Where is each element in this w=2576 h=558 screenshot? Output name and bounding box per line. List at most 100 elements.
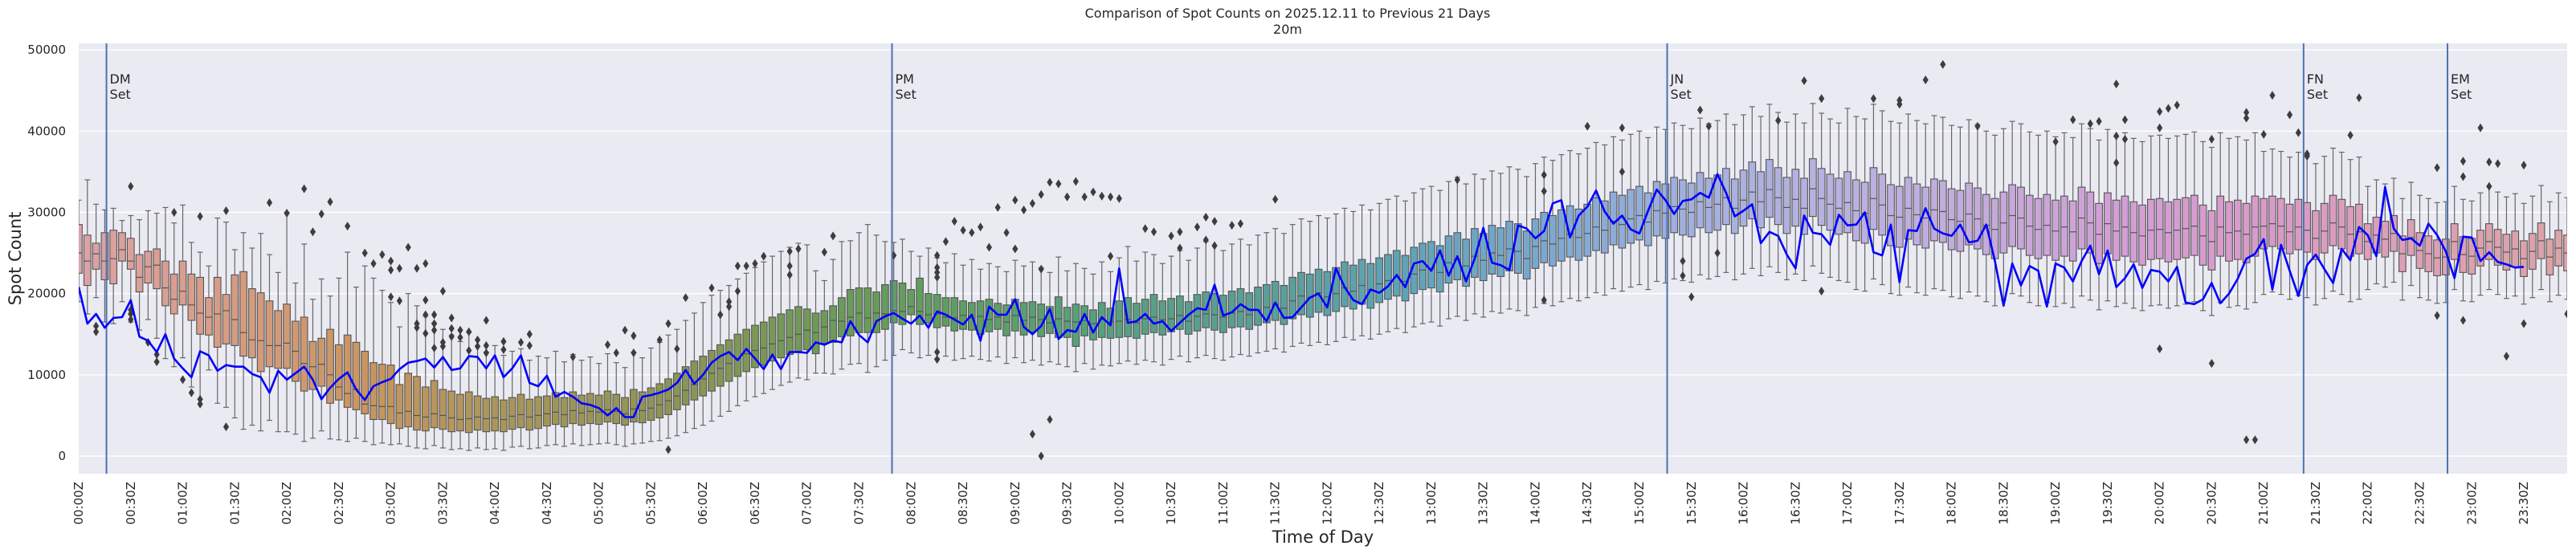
outlier-point xyxy=(2157,107,2163,116)
x-tick-label: 04:30Z xyxy=(540,482,554,525)
box xyxy=(1193,247,1202,359)
box-iqr xyxy=(525,398,534,431)
box xyxy=(2268,148,2276,293)
box xyxy=(1661,128,1670,284)
outlier-point xyxy=(327,197,333,206)
y-axis-ticks: 0 10000 20000 30000 40000 50000 xyxy=(27,43,66,463)
box-iqr xyxy=(907,289,916,316)
box xyxy=(1817,112,1826,274)
box-iqr xyxy=(838,297,846,337)
outlier-point xyxy=(431,310,438,320)
box-iqr xyxy=(1366,263,1375,309)
box-iqr xyxy=(1592,197,1600,251)
box-iqr xyxy=(1791,169,1800,227)
x-tick-label: 02:30Z xyxy=(332,482,346,525)
box xyxy=(187,242,196,388)
box-iqr xyxy=(2303,202,2312,253)
x-tick-label: 16:00Z xyxy=(1737,482,1751,525)
box xyxy=(2545,201,2554,303)
gridlines xyxy=(79,49,2567,457)
box xyxy=(1063,270,1072,368)
box-iqr xyxy=(941,297,950,327)
x-tick-label: 12:30Z xyxy=(1372,482,1386,525)
outlier-point xyxy=(1775,116,1782,125)
box xyxy=(777,250,786,386)
outlier-point xyxy=(2347,130,2354,140)
outlier-point xyxy=(934,355,941,365)
box-iqr xyxy=(2129,201,2138,263)
outlier-point xyxy=(2460,157,2467,166)
outlier-point xyxy=(2251,435,2259,445)
outlier-point xyxy=(1047,177,1053,187)
box xyxy=(326,295,334,440)
box xyxy=(1479,178,1488,318)
box xyxy=(2190,131,2198,303)
box xyxy=(2017,123,2025,297)
box-iqr xyxy=(1540,211,1549,263)
box xyxy=(1878,110,1887,286)
outlier-point xyxy=(474,341,481,351)
box xyxy=(629,351,638,445)
outlier-point xyxy=(665,445,672,454)
box xyxy=(2398,198,2407,301)
box xyxy=(378,290,386,444)
box xyxy=(994,266,1002,358)
box-iqr xyxy=(664,378,672,415)
box xyxy=(1297,218,1305,344)
outlier-point xyxy=(1029,198,1035,208)
box xyxy=(621,367,629,447)
outlier-point xyxy=(1055,179,1062,189)
box-iqr xyxy=(855,287,863,333)
outlier-point xyxy=(2495,159,2501,169)
box xyxy=(1687,128,1696,283)
box xyxy=(2476,192,2484,296)
box xyxy=(2294,151,2303,296)
outlier-point xyxy=(725,297,733,307)
outlier-point xyxy=(743,261,749,271)
outlier-point xyxy=(396,296,402,306)
box-iqr xyxy=(1826,173,1835,231)
box-iqr xyxy=(1739,169,1748,227)
box-iqr xyxy=(802,308,811,351)
box xyxy=(543,357,551,446)
x-tick-label: 06:00Z xyxy=(696,482,710,525)
event-line-label: Set xyxy=(110,87,131,102)
x-tick-label: 05:30Z xyxy=(643,482,658,525)
box xyxy=(2086,128,2095,301)
box-iqr xyxy=(786,309,794,356)
box xyxy=(231,249,239,419)
outlier-point xyxy=(1619,123,1626,132)
outlier-point xyxy=(934,263,941,272)
box xyxy=(413,305,421,449)
box xyxy=(578,360,586,446)
outlier-point xyxy=(1150,227,1157,237)
box-iqr xyxy=(1704,177,1713,234)
x-tick-label: 02:00Z xyxy=(280,482,294,525)
outlier-point xyxy=(1099,191,1105,201)
outlier-point xyxy=(1202,235,1209,245)
box-iqr xyxy=(118,232,126,262)
box xyxy=(1574,153,1583,302)
outlier-point xyxy=(1090,187,1096,197)
outlier-point xyxy=(439,287,446,296)
outlier-point xyxy=(2564,309,2567,319)
box xyxy=(950,253,959,361)
box xyxy=(881,241,889,361)
outlier-point xyxy=(2121,115,2129,124)
box xyxy=(1600,144,1609,296)
box-iqr xyxy=(985,299,994,332)
box-iqr xyxy=(1245,292,1254,330)
box-iqr xyxy=(2155,198,2164,259)
box-iqr xyxy=(1419,242,1427,291)
box-iqr xyxy=(1435,245,1444,293)
box-iqr xyxy=(265,300,274,368)
box-iqr xyxy=(681,366,690,405)
outlier-point xyxy=(2113,79,2120,89)
outlier-point xyxy=(128,315,134,324)
box xyxy=(586,356,594,446)
box-iqr xyxy=(421,386,430,432)
event-line-label: FN xyxy=(2307,71,2324,87)
outlier-point xyxy=(1038,264,1044,274)
